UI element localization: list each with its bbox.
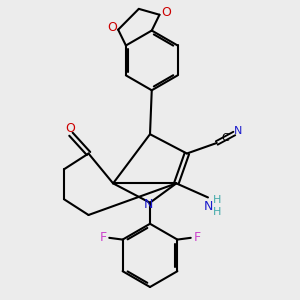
Text: N: N xyxy=(234,126,242,136)
Text: N: N xyxy=(144,198,153,211)
Text: F: F xyxy=(99,231,106,244)
Text: H: H xyxy=(213,195,221,205)
Text: O: O xyxy=(65,122,75,135)
Text: F: F xyxy=(194,231,201,244)
Text: N: N xyxy=(204,200,213,213)
Text: O: O xyxy=(161,7,171,20)
Text: C: C xyxy=(221,133,229,143)
Text: O: O xyxy=(107,21,117,34)
Text: H: H xyxy=(213,207,221,217)
